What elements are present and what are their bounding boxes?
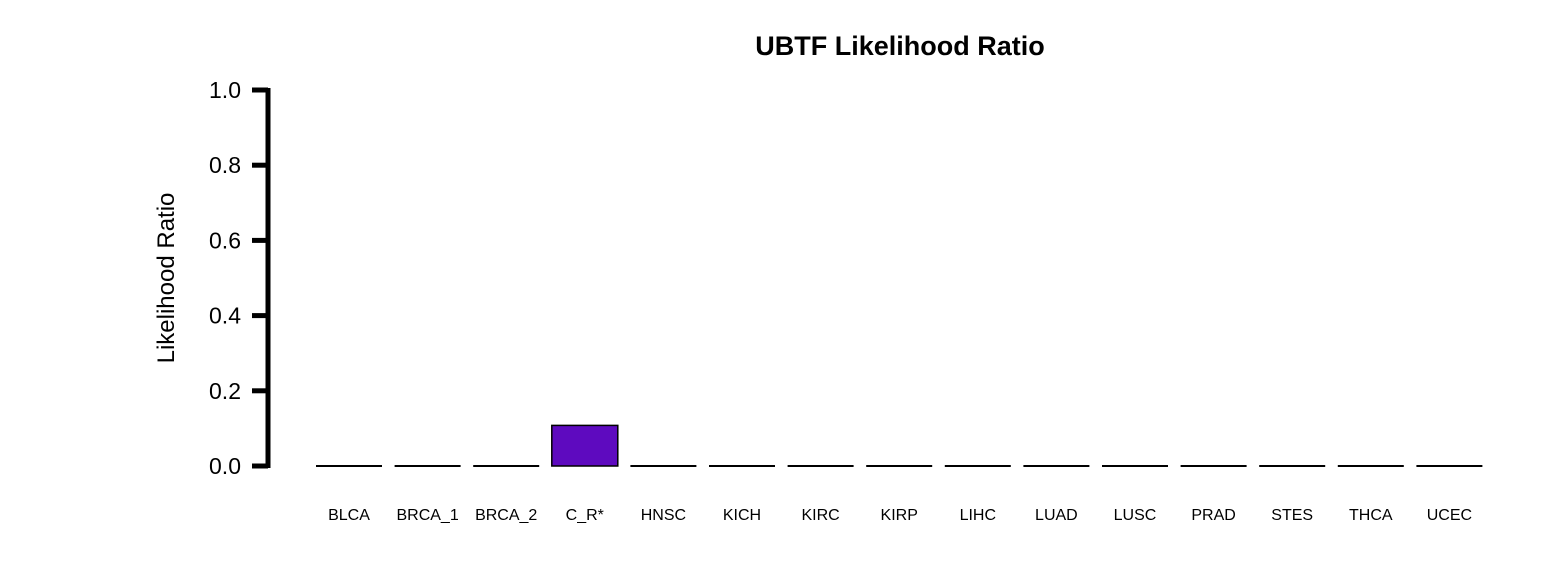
x-tick-label: BRCA_1: [396, 507, 458, 524]
x-tick-label: C_R*: [566, 507, 604, 524]
y-tick-label: 0.0: [209, 453, 241, 479]
x-tick-label: BRCA_2: [475, 507, 537, 524]
y-tick-label: 0.8: [209, 152, 241, 178]
chart-title: UBTF Likelihood Ratio: [755, 31, 1045, 61]
y-ticks: 0.0 0.2 0.4 0.6 0.8 1.0: [209, 77, 268, 479]
x-tick-label: BLCA: [328, 507, 370, 524]
x-tick-labels: BLCA BRCA_1 BRCA_2 C_R* HNSC KICH KIRC KIRP LIHC…: [328, 507, 1472, 524]
y-tick-label: 0.2: [209, 378, 241, 404]
y-tick-label: 0.4: [209, 303, 241, 329]
x-tick-label: KIRP: [881, 507, 918, 524]
x-tick-label: KIRC: [801, 507, 839, 524]
x-tick-label: LIHC: [960, 507, 996, 524]
y-tick-label: 1.0: [209, 77, 241, 103]
x-tick-label: LUSC: [1114, 507, 1157, 524]
x-tick-label: STES: [1271, 507, 1313, 524]
x-tick-label: PRAD: [1191, 507, 1235, 524]
x-tick-label: HNSC: [641, 507, 686, 524]
bar: [551, 424, 619, 467]
bars: [316, 424, 1483, 467]
y-axis-label: Likelihood Ratio: [153, 193, 180, 364]
x-tick-label: LUAD: [1035, 507, 1078, 524]
x-tick-label: UCEC: [1427, 507, 1472, 524]
y-tick-label: 0.6: [209, 227, 241, 253]
x-tick-label: THCA: [1349, 507, 1393, 524]
x-tick-label: KICH: [723, 507, 761, 524]
